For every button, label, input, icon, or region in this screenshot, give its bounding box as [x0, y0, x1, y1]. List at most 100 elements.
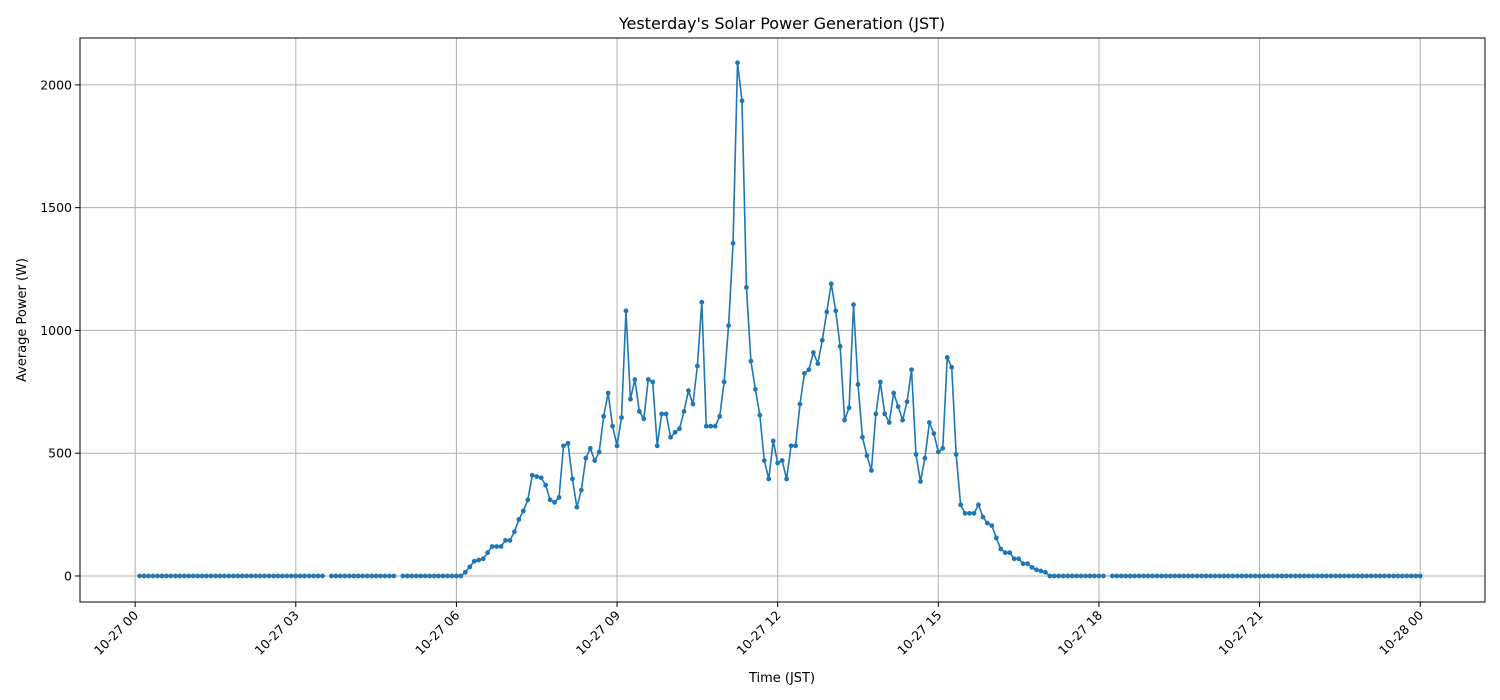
data-point [1136, 573, 1142, 579]
data-point [944, 355, 950, 360]
data-point [824, 309, 830, 315]
data-point [342, 573, 348, 579]
data-point [306, 573, 312, 579]
data-point [940, 445, 946, 451]
data-point [404, 573, 410, 579]
data-point [668, 434, 673, 440]
data-point [1109, 573, 1115, 579]
data-point [275, 573, 281, 579]
series-line [402, 62, 1104, 577]
data-point [958, 502, 964, 508]
data-point [1395, 573, 1401, 579]
data-point [1141, 573, 1146, 579]
data-point [480, 556, 486, 562]
data-point [1221, 573, 1227, 579]
data-point [574, 504, 580, 510]
data-point [913, 452, 919, 457]
data-point [1337, 573, 1343, 579]
data-point [583, 455, 589, 461]
data-point [547, 497, 553, 503]
data-point [587, 445, 593, 451]
data-point [578, 487, 584, 493]
data-point [253, 573, 259, 579]
data-point [315, 573, 321, 579]
data-point [141, 573, 147, 579]
data-point [333, 573, 339, 579]
data-point [962, 510, 968, 516]
y-tick-label: 0 [64, 568, 72, 583]
data-point [766, 476, 772, 482]
data-point [320, 573, 325, 579]
data-point [717, 413, 723, 419]
data-point [1292, 573, 1298, 579]
data-point [882, 411, 888, 417]
data-point [690, 401, 696, 407]
data-point [1194, 573, 1200, 579]
data-point [784, 476, 790, 482]
data-point [467, 564, 473, 570]
data-point [172, 573, 178, 579]
data-point [346, 573, 352, 579]
data-point [1208, 573, 1213, 579]
data-point [284, 573, 290, 579]
y-tick-label: 1500 [40, 200, 72, 215]
data-point [989, 523, 995, 529]
data-point [360, 573, 366, 579]
data-point [793, 443, 798, 449]
data-point [632, 377, 638, 382]
data-point [1016, 556, 1022, 562]
data-point [1315, 573, 1320, 579]
data-point [297, 573, 303, 579]
data-point [1074, 573, 1080, 579]
data-point [561, 443, 566, 449]
data-point [1368, 573, 1374, 579]
data-point [1087, 573, 1093, 579]
data-point [177, 573, 183, 579]
data-point [935, 449, 941, 455]
data-point [476, 557, 482, 563]
data-point [1060, 573, 1066, 579]
data-point [1328, 573, 1334, 579]
data-point [1029, 564, 1035, 570]
data-point [552, 499, 557, 505]
data-point [262, 573, 267, 579]
y-tick-label: 500 [48, 446, 72, 461]
data-point [1101, 573, 1106, 579]
data-point [525, 497, 531, 503]
data-point [1386, 573, 1392, 579]
data-point [605, 390, 611, 396]
data-point [1092, 573, 1097, 579]
data-point [1034, 567, 1039, 573]
data-point [1252, 573, 1258, 579]
data-point [748, 358, 754, 364]
data-point [730, 240, 736, 246]
data-point [1011, 556, 1017, 562]
x-tick-label: 10-28 00 [1376, 607, 1426, 657]
data-point [1163, 573, 1169, 579]
data-point [868, 467, 874, 473]
data-point [1127, 573, 1133, 579]
data-point [413, 573, 419, 579]
data-point [485, 550, 491, 556]
plot-frame [79, 37, 1486, 603]
data-point [311, 573, 317, 579]
data-point [752, 386, 758, 392]
data-point [529, 472, 535, 478]
data-point [204, 573, 209, 579]
data-point [422, 573, 428, 579]
y-tick-label: 1000 [40, 323, 72, 338]
data-point [712, 423, 718, 429]
data-point [364, 573, 370, 579]
data-point [828, 281, 834, 287]
data-point [458, 573, 464, 579]
data-point [860, 434, 865, 440]
data-point [681, 409, 687, 414]
data-point [168, 573, 174, 579]
data-point [1404, 573, 1410, 579]
data-point [1234, 573, 1240, 579]
data-point [833, 308, 839, 314]
data-point [462, 569, 468, 575]
data-point [507, 537, 513, 543]
data-point [1203, 573, 1209, 579]
data-point [761, 458, 767, 463]
